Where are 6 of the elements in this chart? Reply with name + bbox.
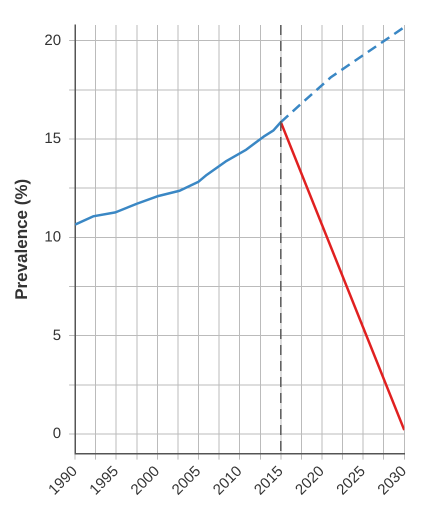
- y-tick-label: 15: [44, 130, 62, 148]
- y-tick-label: 5: [52, 326, 62, 344]
- y-axis-title: Prevalence (%): [12, 178, 31, 300]
- y-tick-label: 10: [44, 228, 62, 246]
- y-tick-label: 20: [44, 32, 62, 49]
- y-tick-label: 0: [52, 425, 62, 442]
